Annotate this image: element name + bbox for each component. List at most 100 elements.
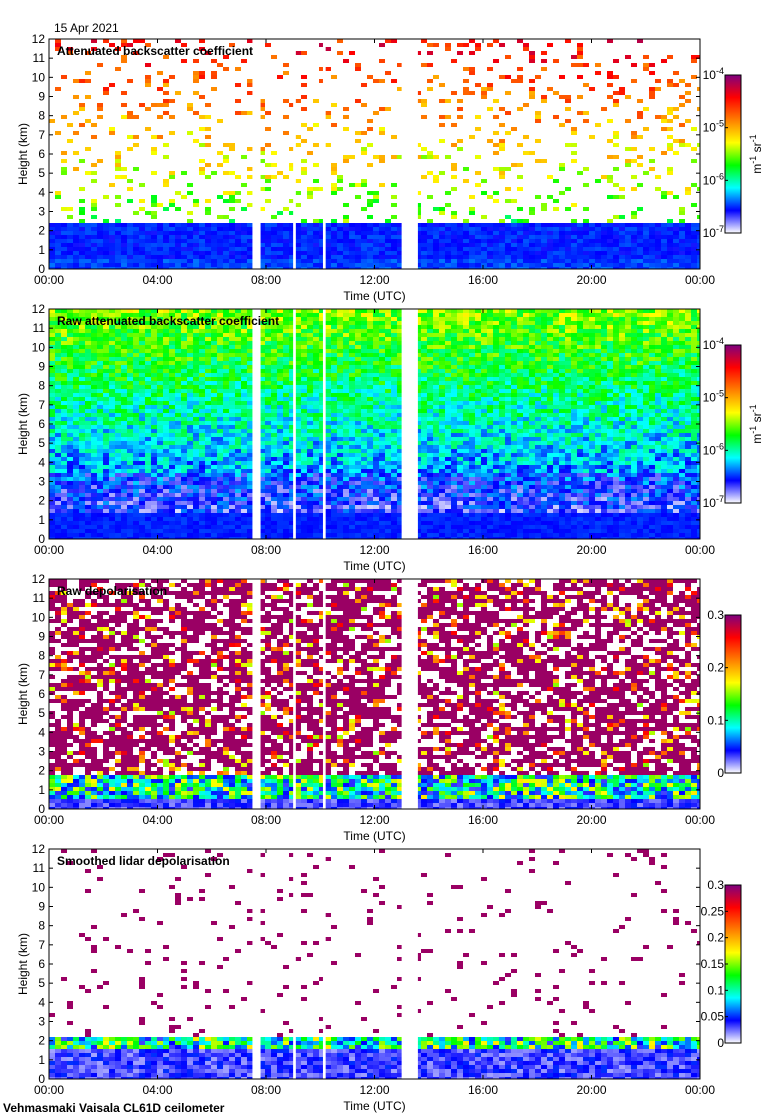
heatmap-cell: [127, 313, 133, 317]
heatmap-cell: [115, 497, 121, 501]
heatmap-cell: [331, 477, 337, 481]
heatmap-cell: [187, 211, 193, 215]
heatmap-cell: [145, 385, 151, 389]
heatmap-cell: [301, 417, 307, 421]
heatmap-cell: [211, 525, 217, 529]
heatmap-cell: [493, 267, 499, 269]
heatmap-cell: [109, 517, 115, 521]
heatmap-cell: [673, 83, 679, 87]
heatmap-cell: [79, 433, 85, 437]
heatmap-cell: [319, 405, 325, 409]
heatmap-cell: [259, 369, 265, 373]
heatmap-cell: [307, 191, 313, 195]
heatmap-cell: [439, 207, 445, 211]
heatmap-cell: [193, 437, 199, 441]
heatmap-cell: [355, 247, 361, 251]
heatmap-cell: [67, 123, 73, 127]
heatmap-cell: [67, 373, 73, 377]
heatmap-cell: [427, 171, 433, 175]
heatmap-cell: [145, 349, 151, 353]
heatmap-cell: [91, 509, 97, 513]
heatmap-cell: [289, 251, 295, 255]
heatmap-cell: [91, 329, 97, 333]
heatmap-cell: [505, 167, 511, 171]
heatmap-cell: [571, 223, 577, 227]
heatmap-cell: [187, 493, 193, 497]
heatmap-cell: [349, 357, 355, 361]
heatmap-cell: [655, 87, 661, 91]
heatmap-cell: [157, 497, 163, 501]
heatmap-cell: [97, 489, 103, 493]
heatmap-cell: [499, 231, 505, 235]
heatmap-cell: [181, 325, 187, 329]
heatmap-cell: [121, 247, 127, 251]
heatmap-cell: [313, 517, 319, 521]
heatmap-cell: [211, 341, 217, 345]
heatmap-cell: [79, 325, 85, 329]
heatmap-cell: [283, 71, 289, 75]
heatmap-cell: [199, 71, 205, 75]
heatmap-cell: [157, 393, 163, 397]
heatmap-cell: [325, 231, 331, 235]
heatmap-cell: [163, 497, 169, 501]
heatmap-cell: [373, 235, 379, 239]
heatmap-cell: [217, 493, 223, 497]
heatmap-cell: [61, 361, 67, 365]
heatmap-cell: [49, 457, 55, 461]
heatmap-cell: [325, 365, 331, 369]
heatmap-cell: [133, 247, 139, 251]
heatmap-cell: [235, 365, 241, 369]
heatmap-cell: [235, 251, 241, 255]
heatmap-cell: [343, 517, 349, 521]
heatmap-cell: [193, 259, 199, 263]
heatmap-cell: [295, 469, 301, 473]
heatmap-cell: [79, 525, 85, 529]
heatmap-cell: [295, 317, 301, 321]
heatmap-cell: [211, 429, 217, 433]
heatmap-cell: [163, 457, 169, 461]
heatmap-cell: [373, 247, 379, 251]
heatmap-cell: [493, 259, 499, 263]
heatmap-cell: [157, 389, 163, 393]
heatmap-cell: [205, 501, 211, 505]
heatmap-cell: [73, 151, 79, 155]
heatmap-cell: [223, 199, 229, 203]
heatmap-cell: [241, 369, 247, 373]
heatmap-cell: [157, 529, 163, 533]
heatmap-cell: [271, 457, 277, 461]
heatmap-cell: [691, 127, 697, 131]
heatmap-cell: [127, 187, 133, 191]
heatmap-cell: [67, 329, 73, 333]
heatmap-cell: [169, 353, 175, 357]
heatmap-cell: [355, 255, 361, 259]
heatmap-cell: [163, 179, 169, 183]
heatmap-cell: [145, 329, 151, 333]
heatmap-cell: [301, 231, 307, 235]
heatmap-cell: [439, 231, 445, 235]
heatmap-cell: [235, 357, 241, 361]
heatmap-cell: [259, 317, 265, 321]
heatmap-cell: [241, 473, 247, 477]
heatmap-cell: [229, 509, 235, 513]
heatmap-cell: [145, 529, 151, 533]
heatmap-cell: [577, 243, 583, 247]
heatmap-cell: [223, 437, 229, 441]
heatmap-cell: [103, 259, 109, 263]
heatmap-cell: [211, 397, 217, 401]
heatmap-cell: [73, 489, 79, 493]
heatmap-cell: [325, 389, 331, 393]
heatmap-cell: [337, 533, 343, 537]
heatmap-cell: [613, 183, 619, 187]
heatmap-cell: [535, 119, 541, 123]
heatmap-cell: [181, 529, 187, 533]
heatmap-cell: [373, 227, 379, 231]
heatmap-cell: [67, 421, 73, 425]
heatmap-cell: [91, 381, 97, 385]
heatmap-cell: [313, 341, 319, 345]
heatmap-cell: [235, 259, 241, 263]
heatmap-cell: [145, 489, 151, 493]
heatmap-cell: [163, 477, 169, 481]
heatmap-cell: [367, 223, 373, 227]
heatmap-cell: [325, 429, 331, 433]
heatmap-cell: [187, 533, 193, 537]
